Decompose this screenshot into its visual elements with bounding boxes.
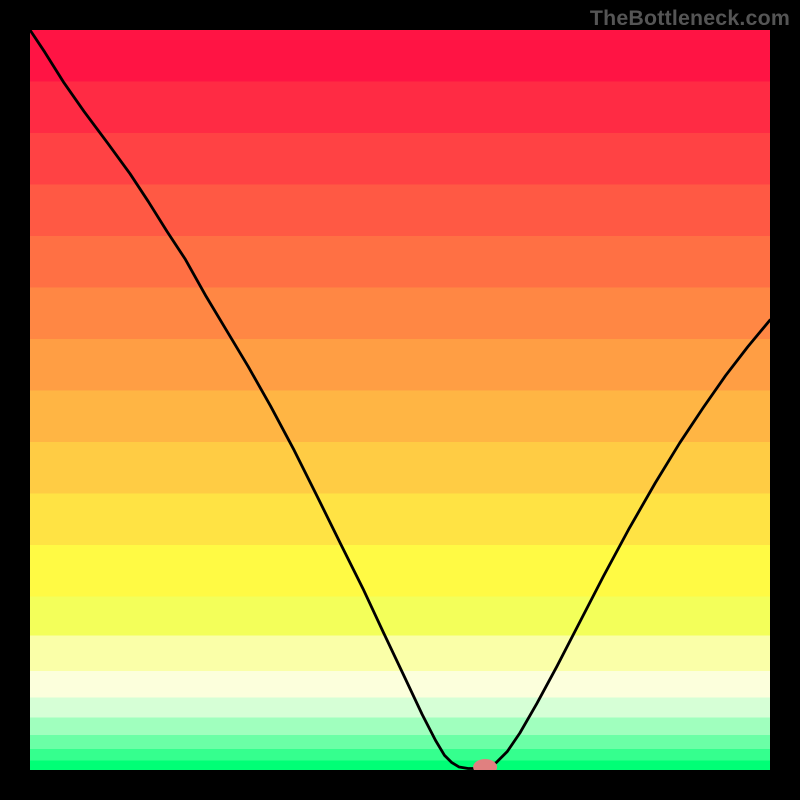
- bottleneck-chart: [0, 0, 800, 800]
- plot-background-gradient: [30, 30, 770, 770]
- chart-container: TheBottleneck.com: [0, 0, 800, 800]
